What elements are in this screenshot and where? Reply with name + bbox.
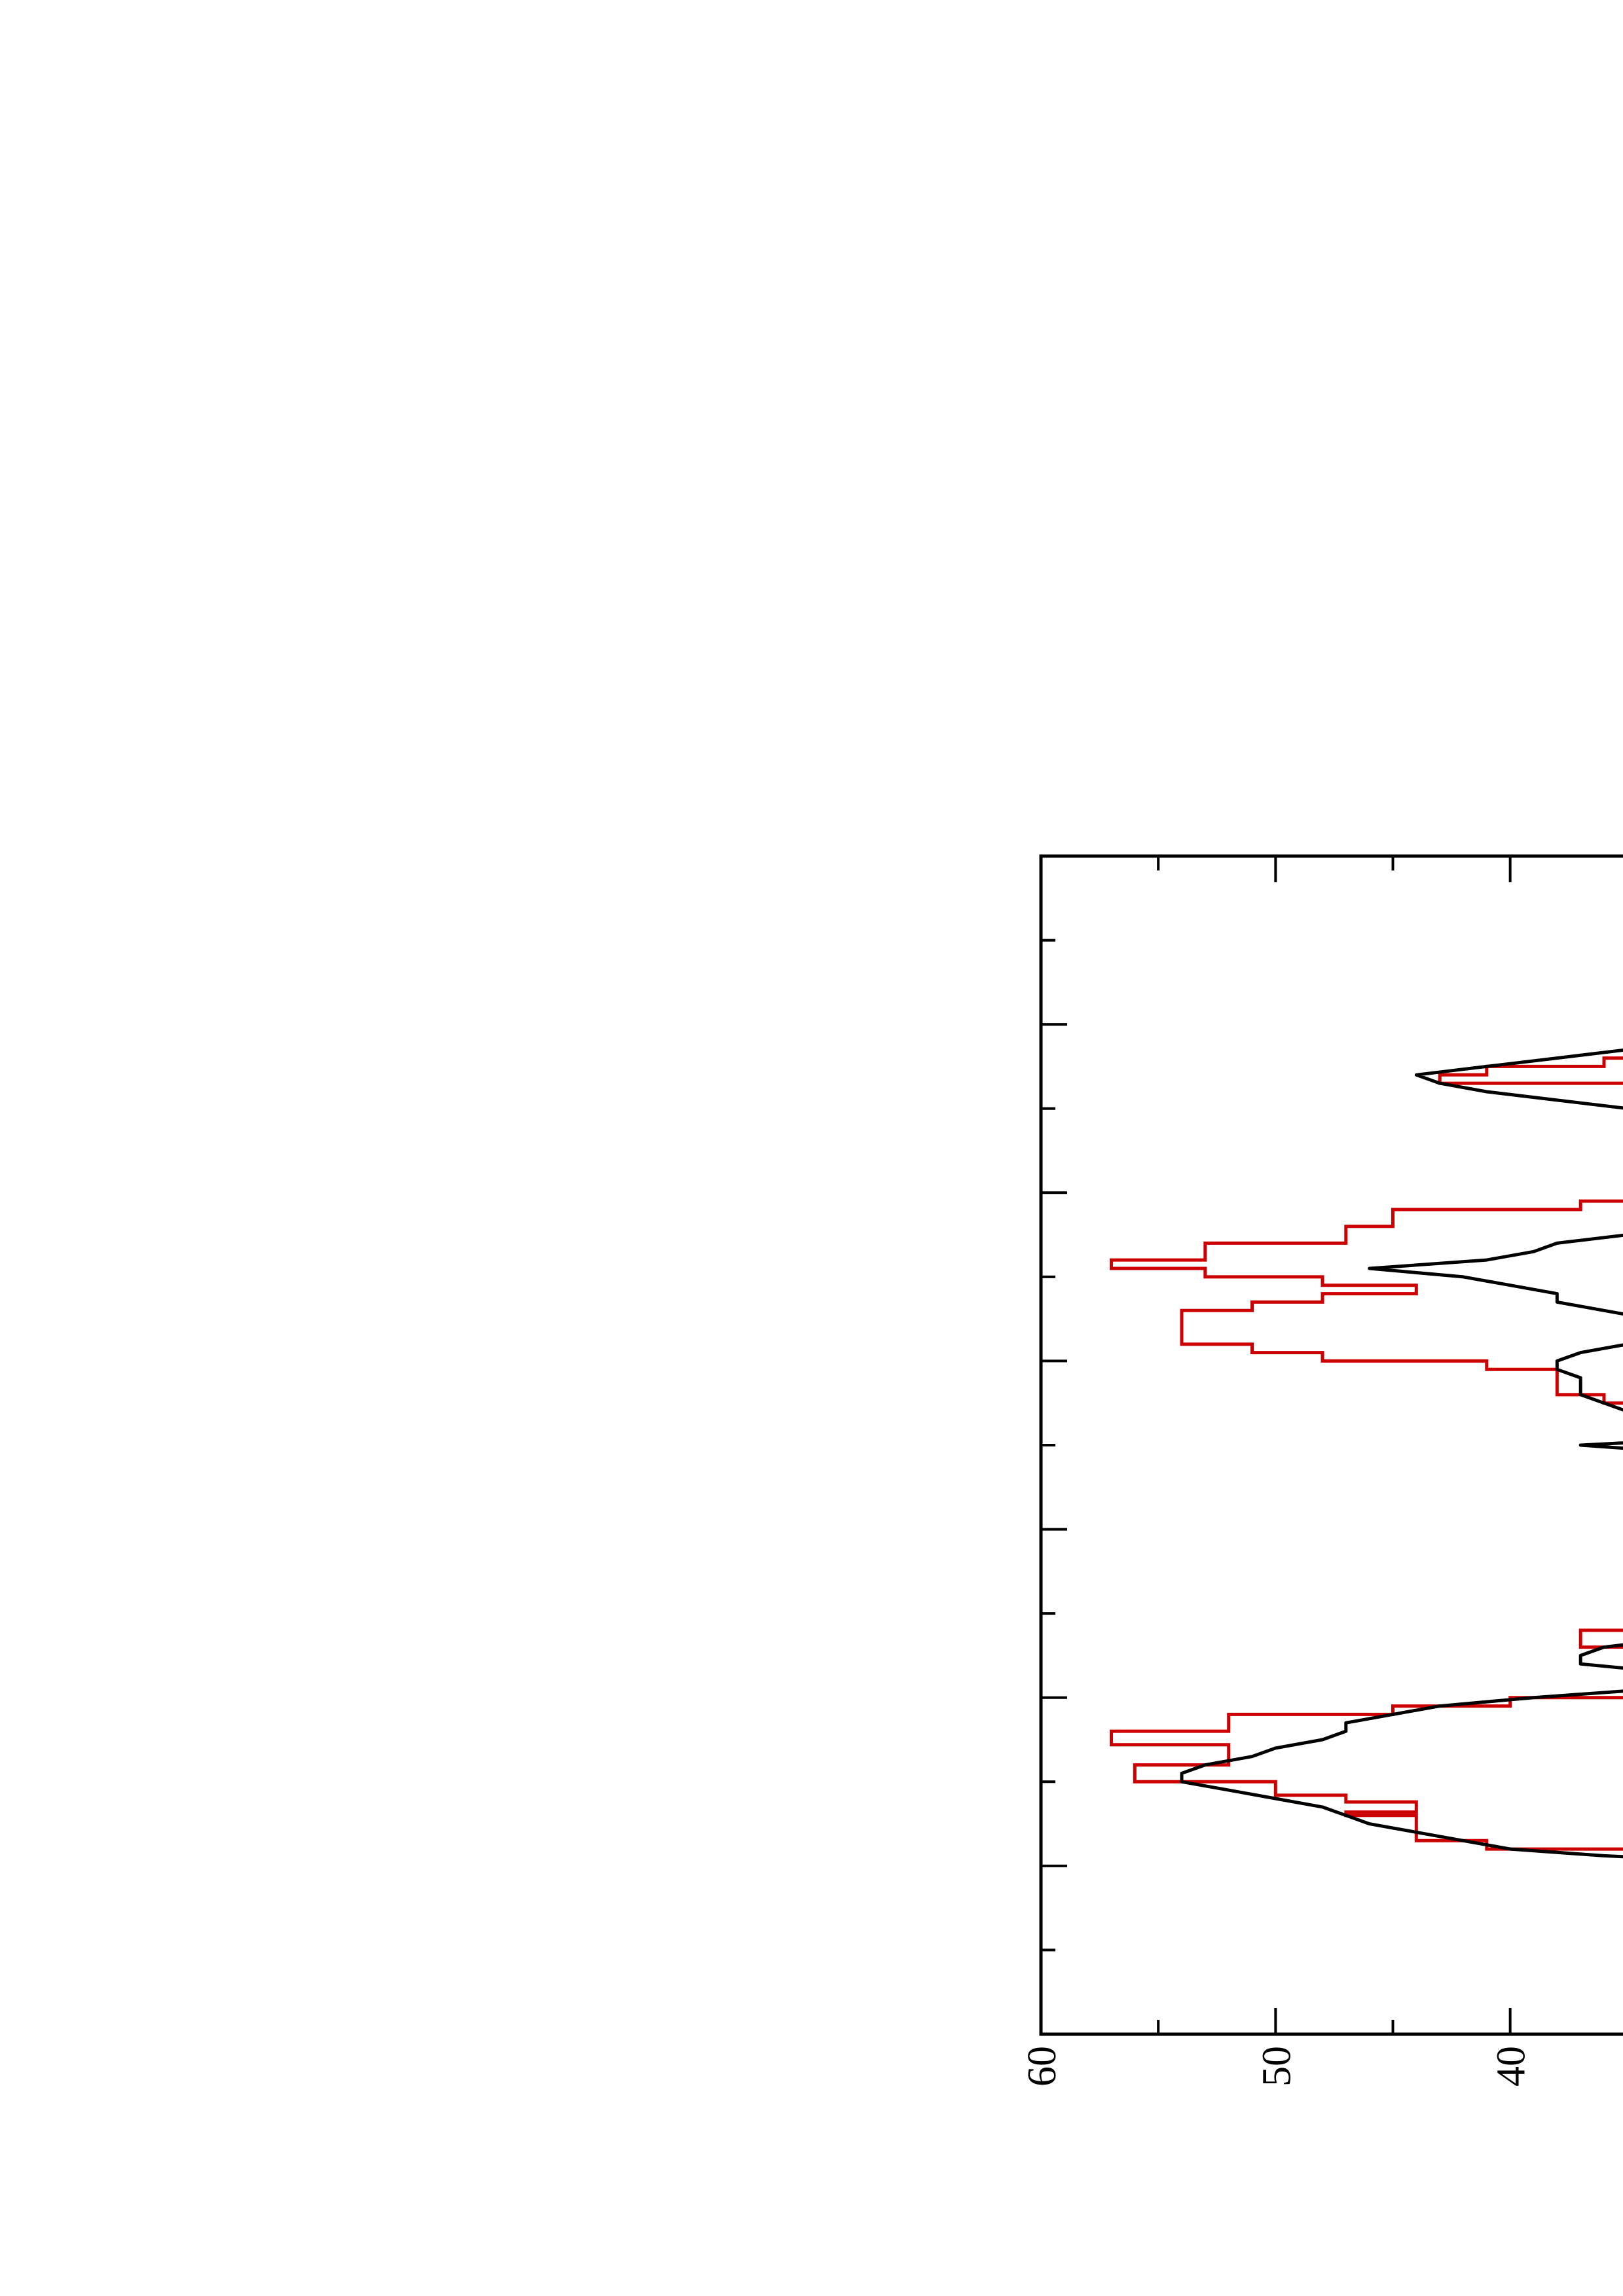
series-layer [1110, 930, 1623, 2036]
plot-frame [1039, 854, 1623, 2036]
y-tick-label: 60 [1020, 2046, 1065, 2087]
y-tick-label: 40 [1489, 2046, 1534, 2087]
rotated-plot: 01002003004005006007000102030405060 [1020, 854, 1623, 2087]
axis-ticks [1040, 855, 1512, 2036]
y-tick-label: 50 [1254, 2046, 1299, 2087]
axis-tick-labels: 01002003004005006007000102030405060 [1020, 2046, 1534, 2087]
